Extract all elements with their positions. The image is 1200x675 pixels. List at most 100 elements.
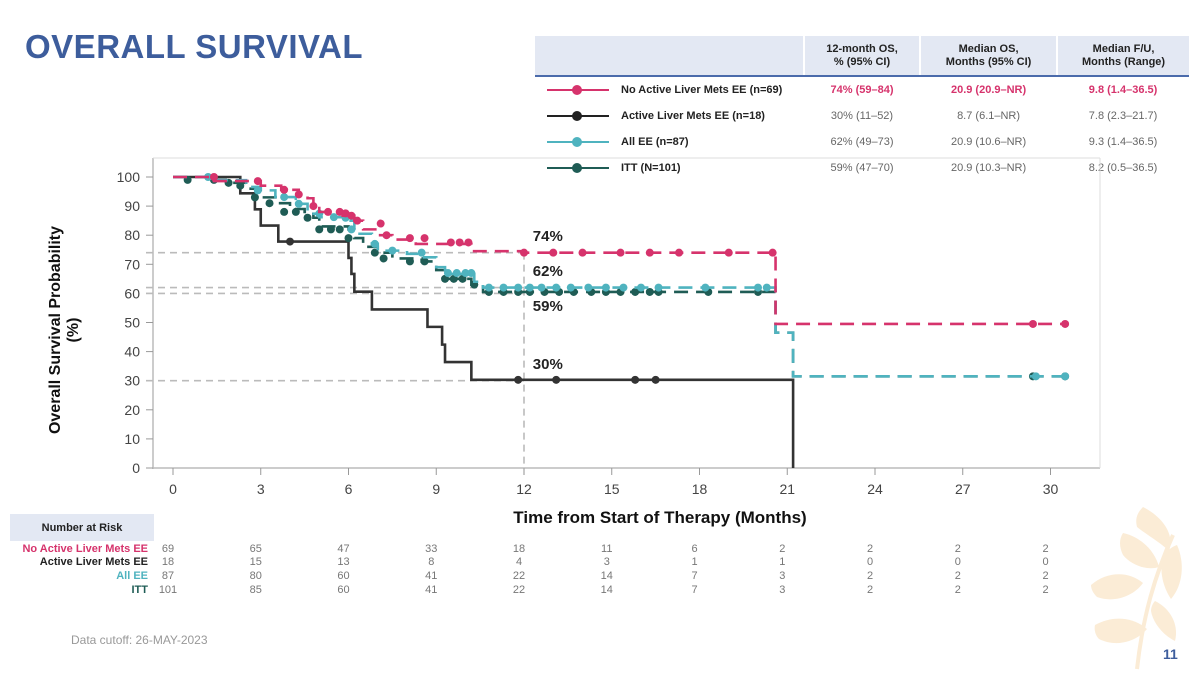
risk-cell: 18 [161,556,175,568]
slide-title: OVERALL SURVIVAL [25,28,364,65]
x-tick-label: 3 [257,481,265,497]
y-tick-label: 70 [124,256,140,272]
summary-cell-os12: 74% (59–84) [830,84,894,96]
censor-mark [443,269,452,278]
risk-cell: 0 [866,556,874,568]
risk-cell: 14 [600,570,613,582]
risk-cell: 60 [337,570,350,582]
y-tick-label: 90 [124,198,140,214]
legend-line-icon [547,85,609,96]
risk-cell: 2 [779,543,786,555]
risk-cell: 41 [425,584,438,596]
risk-cell: 2 [954,543,961,555]
risk-row-label: No Active Liver Mets EE [22,543,148,555]
censor-mark [1031,372,1040,381]
summary-row: Active Liver Mets EE (n=18) 30% (11–52) 8.… [535,103,1189,129]
summary-cell-os12: 59% (47–70) [830,162,894,174]
censor-mark [601,283,610,292]
risk-cell: 33 [425,543,438,555]
censor-mark [324,207,333,216]
risk-cell: 2 [1042,543,1049,555]
censor-mark [578,248,587,257]
censor-mark [382,231,391,240]
censor-mark [326,225,335,234]
censor-mark [461,269,470,278]
summary-cell-median-os: 8.7 (6.1–NR) [957,110,1021,122]
censor-mark [514,283,523,292]
censor-mark [370,248,379,257]
x-tick-label: 21 [779,481,795,497]
censor-mark [236,181,245,190]
summary-header-median-os-line1: Median OS, [958,42,1019,55]
risk-row: ITT 101 85 60 41 22 14 7 3 2 2 2 [0,583,1200,597]
censor-mark [379,254,388,263]
censor-mark [286,237,294,246]
y-tick-label: 20 [124,402,140,418]
censor-mark [467,269,476,278]
censor-mark [566,283,575,292]
legend-label: Active Liver Mets EE (n=18) [621,110,765,123]
censor-mark [455,238,464,247]
summary-row: All EE (n=87) 62% (49–73) 20.9 (10.6–NR) 9.… [535,129,1189,155]
risk-cell: 47 [337,543,350,555]
censor-mark [291,207,300,216]
censor-mark [370,239,379,248]
censor-mark [499,283,508,292]
censor-mark [768,248,777,257]
risk-cell: 22 [512,570,526,582]
y-tick-label: 30 [124,373,140,389]
risk-cell: 8 [428,556,435,568]
censor-mark [280,193,289,202]
censor-mark [280,185,289,194]
x-tick-label: 27 [955,481,971,497]
censor-mark [347,211,356,220]
censor-mark [405,234,414,243]
censor-mark [309,202,318,211]
summary-cell-median-os: 20.9 (10.3–NR) [950,162,1027,174]
summary-legend-cell: No Active Liver Mets EE (n=69) [535,76,804,103]
censor-mark [754,283,762,292]
summary-cell-median-fu: 7.8 (2.3–21.7) [1088,110,1158,122]
x-tick-label: 0 [169,481,177,497]
summary-header-os12-line1: 12-month OS, [826,42,898,55]
risk-cell: 65 [249,543,262,555]
risk-cell: 2 [954,584,961,596]
censor-mark [631,375,640,384]
x-tick-label: 12 [516,481,532,497]
risk-cell: 0 [954,556,961,568]
censor-mark [464,238,473,247]
censor-mark [525,283,534,292]
censor-mark [376,219,385,228]
censor-mark [549,248,558,257]
risk-cell: 2 [954,570,961,582]
legend-line-icon [547,137,609,148]
summary-header-median-os-line2: Months (95% CI) [945,55,1032,68]
censor-mark [253,186,262,195]
risk-cell: 18 [512,543,526,555]
risk-cell: 3 [779,584,786,596]
censor-mark [1061,319,1070,328]
risk-row-label: ITT [131,584,149,596]
censor-mark [724,248,733,257]
risk-cell: 2 [866,584,874,596]
censor-mark [329,213,338,222]
km-curve [173,175,1069,378]
risk-cell: 1 [691,556,698,568]
x-tick-label: 30 [1043,481,1059,497]
risk-row: Active Liver Mets EE 18 15 13 8 4 3 1 1 0 0 0 [0,555,1200,569]
censor-mark [619,283,628,292]
censor-mark [645,287,654,296]
summary-cell-median-os: 20.9 (20.9–NR) [950,84,1027,96]
censor-mark [388,246,397,255]
risk-cell: 22 [512,584,526,596]
x-tick-label: 15 [604,481,620,497]
legend-dot-icon [572,111,582,122]
censor-mark [452,269,461,278]
y-tick-label: 40 [124,344,140,360]
risk-cell: 87 [161,570,175,582]
censor-mark [584,283,593,292]
risk-cell: 85 [249,584,262,596]
censor-mark [651,375,660,384]
summary-legend-cell: All EE (n=87) [535,129,804,155]
